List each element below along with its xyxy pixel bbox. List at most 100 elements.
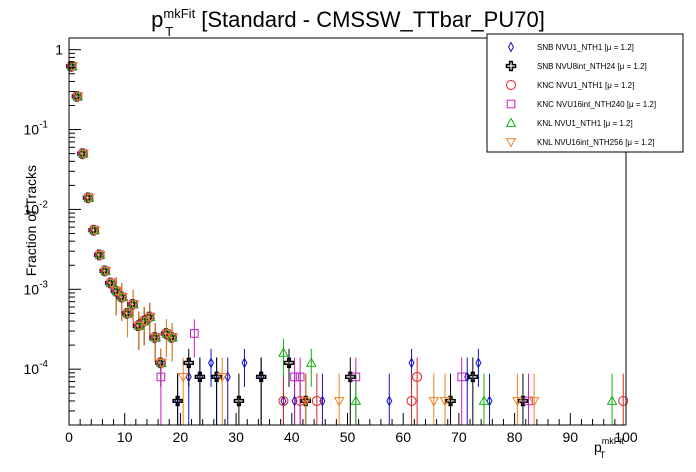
- y-tick-label: 10-1: [24, 120, 49, 138]
- legend-marker: [506, 99, 516, 109]
- data-point: [95, 250, 106, 261]
- y-tick-label: 1: [55, 42, 63, 58]
- data-point: [100, 267, 112, 277]
- data-point: [67, 62, 78, 72]
- chart-title-rest: [Standard - CMSSW_TTbar_PU70]: [195, 7, 545, 32]
- x-axis-label-sup: mkFit: [602, 436, 624, 446]
- data-point: [618, 395, 629, 406]
- data-point: [128, 300, 140, 310]
- data-point: [350, 395, 362, 405]
- data-markers: [66, 60, 629, 407]
- data-point: [177, 373, 189, 383]
- data-point: [78, 149, 90, 160]
- data-point: [139, 317, 151, 327]
- data-point: [194, 371, 206, 383]
- data-point: [167, 333, 179, 343]
- data-point: [278, 395, 289, 406]
- data-point: [295, 372, 305, 382]
- data-point: [134, 321, 145, 332]
- data-point: [467, 371, 479, 383]
- data-point: [172, 395, 183, 407]
- data-point: [83, 193, 95, 204]
- data-point: [278, 347, 289, 357]
- data-point: [606, 395, 618, 405]
- data-point: [72, 92, 84, 102]
- legend-label: SNB NVU8int_NTH24 [μ = 1.2]: [537, 62, 647, 71]
- data-point: [89, 226, 101, 236]
- data-point: [351, 372, 361, 382]
- data-point: [216, 373, 228, 383]
- data-point: [475, 357, 482, 369]
- data-point: [255, 371, 267, 383]
- data-point: [183, 357, 195, 369]
- data-point: [207, 357, 215, 369]
- data-point: [528, 397, 540, 407]
- axes: 0 10 20 30 40 50 60 70 80 90 100 1 10-1 10-2 10-3 10-4: [24, 37, 638, 445]
- chart-title-sub: T: [165, 24, 173, 39]
- chart-title-sup: mkFit: [163, 6, 195, 21]
- data-point: [408, 357, 415, 369]
- data-point: [311, 395, 322, 406]
- x-tick-label: 80: [507, 429, 523, 445]
- data-point: [290, 372, 299, 382]
- data-point: [122, 309, 134, 319]
- x-axis-label-sub: T: [600, 450, 606, 460]
- data-point: [300, 395, 311, 407]
- y-axis-label: Fraction of Tracks: [23, 165, 39, 276]
- y-tick-label: 10-2: [24, 199, 49, 217]
- x-tick-label: 70: [451, 429, 467, 445]
- data-point: [478, 395, 490, 405]
- data-point: [305, 357, 317, 367]
- data-point: [283, 357, 295, 369]
- data-point: [457, 372, 467, 382]
- data-point: [386, 395, 393, 407]
- chart-title-var: p: [151, 7, 163, 32]
- data-point: [156, 372, 166, 382]
- data-point: [295, 395, 306, 406]
- data-point: [486, 395, 493, 407]
- legend-marker: [506, 80, 516, 90]
- x-tick-label: 30: [228, 429, 244, 445]
- x-axis-label: pmkFit T: [594, 436, 624, 460]
- data-point: [333, 397, 345, 407]
- x-tick-label: 90: [563, 429, 579, 445]
- data-point: [106, 279, 117, 289]
- legend: SNB NVU1_NTH1 [μ = 1.2] SNB NVU8int_NTH24…: [486, 33, 684, 153]
- data-point: [406, 395, 417, 406]
- legend-marker: [505, 138, 517, 148]
- data-point: [439, 397, 451, 407]
- data-point: [412, 371, 423, 382]
- x-tick-label: 10: [117, 429, 133, 445]
- x-tick-label: 100: [614, 429, 638, 445]
- y-tick-label: 10-4: [24, 359, 49, 377]
- legend-marker: [505, 60, 517, 72]
- legend-marker: [505, 117, 517, 127]
- data-point: [524, 396, 533, 406]
- data-point: [428, 397, 440, 407]
- chart-title: pmkFit T [Standard - CMSSW_TTbar_PU70]: [151, 6, 545, 39]
- y-tick-label: 10-3: [24, 279, 49, 297]
- x-tick-label: 50: [340, 429, 356, 445]
- x-tick-label: 0: [65, 429, 73, 445]
- data-point: [211, 371, 222, 383]
- legend-label: KNL NVU1_NTH1 [μ = 1.2]: [537, 119, 633, 128]
- x-tick-label: 20: [173, 429, 189, 445]
- data-point: [150, 333, 162, 343]
- legend-label: KNC NVU1_NTH1 [μ = 1.2]: [537, 81, 634, 90]
- data-point: [145, 313, 156, 323]
- data-point: [111, 287, 123, 297]
- legend-label: KNL NVU16int_NTH256 [μ = 1.2]: [537, 138, 654, 147]
- x-tick-label: 60: [395, 429, 411, 445]
- data-point: [190, 329, 199, 338]
- data-point: [233, 395, 245, 407]
- data-point: [241, 357, 248, 369]
- legend-label: SNB NVU1_NTH1 [μ = 1.2]: [537, 43, 634, 52]
- x-tick-label: 40: [284, 429, 300, 445]
- data-point: [512, 397, 523, 407]
- legend-label: KNC NVU16int_NTH240 [μ = 1.2]: [537, 100, 656, 109]
- legend-box: [486, 33, 684, 153]
- data-point: [445, 395, 456, 407]
- data-point: [300, 397, 312, 407]
- data-point: [117, 293, 129, 303]
